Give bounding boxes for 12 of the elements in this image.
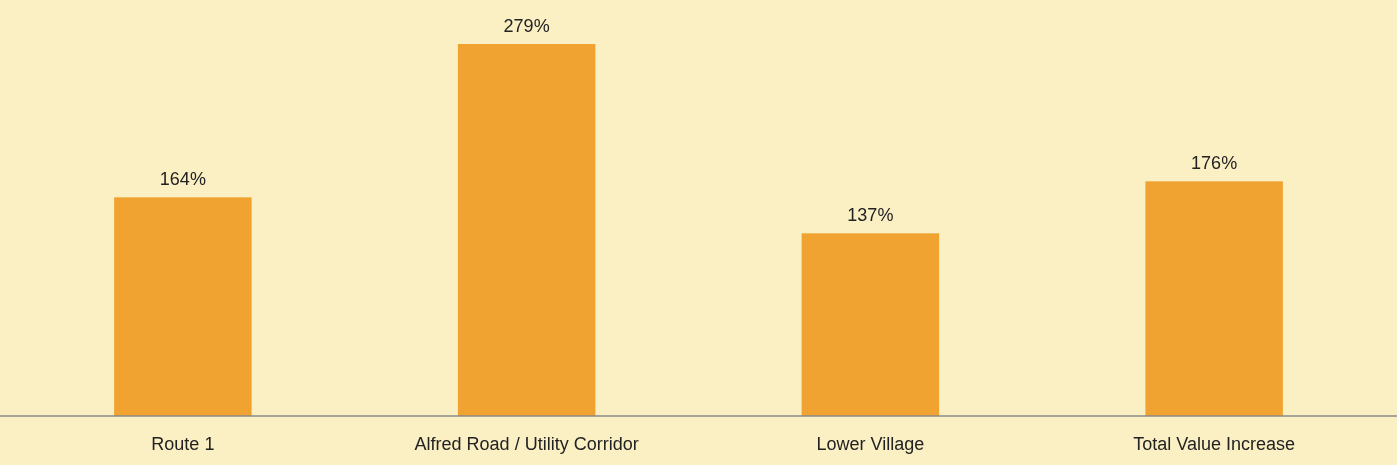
x-tick-label: Total Value Increase [1133, 434, 1296, 454]
data-label: 279% [503, 16, 550, 36]
bar [801, 233, 940, 416]
bar [457, 44, 596, 416]
bar [114, 197, 252, 416]
bar [1145, 181, 1283, 416]
data-label: 164% [159, 169, 206, 190]
x-tick-label: Alfred Road / Utility Corridor [414, 434, 639, 454]
x-tick-label: Route 1 [151, 434, 215, 454]
data-label: 137% [847, 205, 894, 226]
x-tick-label: Lower Village [816, 434, 925, 454]
data-label: 176% [1191, 153, 1238, 174]
